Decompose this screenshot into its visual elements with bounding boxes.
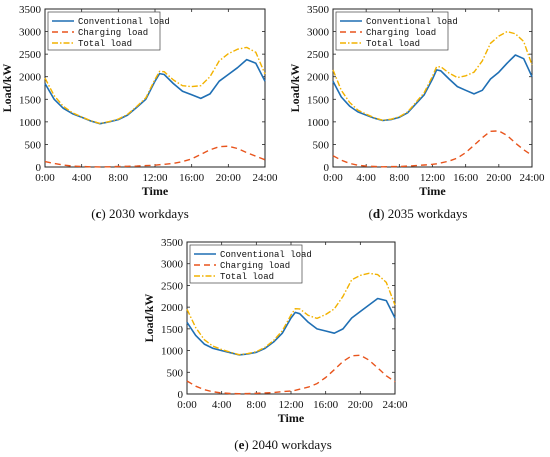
y-tick-label: 1000 [161,346,184,358]
legend-label: Total load [366,39,420,49]
x-tick-label: 24:00 [252,172,278,184]
chart-panel-e: 0 500 1000 1500 2000 2500 3000 3500 0:00 4:00 8:00… [142,237,408,452]
x-tick-label: 16:00 [313,399,339,411]
legend-label: Total load [220,272,274,282]
caption-letter: c [96,206,102,221]
y-tick-label: 3500 [19,4,42,16]
y-tick-label: 1000 [19,117,42,129]
y-tick-label: 3500 [307,4,330,16]
y-tick-label: 2000 [19,72,42,84]
caption-letter: e [239,437,245,452]
x-tick-label: 16:00 [453,172,479,184]
x-tick-label: 20:00 [486,172,512,184]
x-tick-label: 0:00 [35,172,55,184]
y-tick-label: 2500 [307,49,330,61]
legend-label: Conventional load [220,250,312,260]
y-axis-label: Load/kW [0,64,14,113]
y-tick-label: 500 [313,139,330,151]
y-tick-label: 0 [178,389,184,401]
chart-panel-d: 0 500 1000 1500 2000 2500 3000 3500 0:00 4:00 8:00… [288,4,545,221]
legend-label: Charging load [366,28,436,38]
series-line-charging-load [186,354,396,395]
x-tick-label: 8:00 [247,399,267,411]
y-tick-label: 2500 [19,49,42,61]
y-tick-label: 2500 [161,280,184,292]
y-axis-label: Load/kW [288,64,302,113]
legend-label: Charging load [78,28,148,38]
y-tick-label: 1000 [307,117,330,129]
x-tick-label: 4:00 [356,172,376,184]
y-axis-label: Load/kW [142,294,156,343]
y-tick-label: 2000 [307,72,330,84]
x-axis-label: Time [278,411,305,425]
x-axis-label: Time [142,184,169,198]
y-tick-label: 1500 [161,324,184,336]
series-line-total-load [44,46,266,125]
x-tick-label: 4:00 [212,399,232,411]
series-line-charging-load [44,145,266,168]
x-tick-label: 8:00 [109,172,129,184]
y-tick-label: 2000 [161,302,184,314]
legend-label: Conventional load [78,17,170,27]
x-axis-label: Time [419,184,446,198]
y-tick-label: 3000 [161,259,184,271]
series-line-total-load [186,272,396,356]
y-tick-label: 3000 [307,27,330,39]
chart-panel-c: 0 500 1000 1500 2000 2500 3000 3500 0:00 4:00 8:00… [0,4,278,221]
x-tick-label: 20:00 [216,172,242,184]
series-line-conventional-load [186,297,396,356]
y-tick-label: 1500 [307,94,330,106]
x-tick-label: 24:00 [519,172,545,184]
x-tick-label: 4:00 [72,172,92,184]
legend-label: Total load [78,39,132,49]
y-tick-label: 500 [167,367,184,379]
caption-letter: d [373,206,381,221]
caption-text: 2030 workdays [109,206,189,221]
x-tick-label: 0:00 [177,399,197,411]
y-tick-label: 0 [36,162,42,174]
series-line-conventional-load [332,54,533,122]
x-tick-label: 0:00 [323,172,343,184]
y-tick-label: 1500 [19,94,42,106]
y-tick-label: 3000 [19,27,42,39]
series-line-total-load [332,30,533,122]
caption-text: 2035 workdays [388,206,468,221]
y-tick-label: 0 [324,162,330,174]
x-tick-label: 12:00 [142,172,168,184]
chart-caption: (d) 2035 workdays [369,206,468,221]
legend-label: Charging load [220,261,290,271]
series-line-charging-load [332,130,533,168]
legend-label: Conventional load [366,17,458,27]
y-tick-label: 500 [25,139,42,151]
chart-caption: (c) 2030 workdays [91,206,189,221]
chart-caption: (e) 2040 workdays [234,437,332,452]
x-tick-label: 8:00 [390,172,410,184]
x-tick-label: 24:00 [382,399,408,411]
x-tick-label: 12:00 [278,399,304,411]
caption-text: 2040 workdays [252,437,332,452]
x-tick-label: 12:00 [420,172,446,184]
y-tick-label: 3500 [161,237,184,249]
x-tick-label: 16:00 [179,172,205,184]
x-tick-label: 20:00 [348,399,374,411]
series-line-conventional-load [44,58,266,125]
